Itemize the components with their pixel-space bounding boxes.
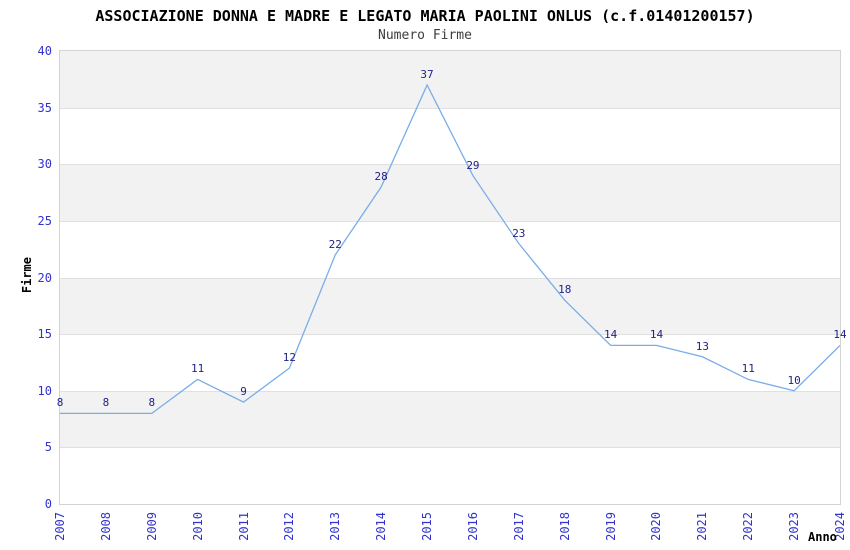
x-tick-label: 2008 [98,512,113,541]
x-tick-label: 2020 [649,512,664,541]
gridline [60,447,840,449]
grid-band [60,107,840,165]
grid-band [60,447,840,504]
grid-band [60,390,840,448]
x-tick-label: 2022 [741,512,756,541]
data-label: 37 [420,67,434,81]
gridline [60,220,840,222]
y-axis-title: Firme [20,257,34,294]
x-tick-label: 2021 [695,512,710,541]
data-label: 10 [787,373,801,387]
x-tick-label: 2015 [420,512,435,541]
x-tick-label: 2016 [465,512,480,541]
grid-band [60,51,840,108]
x-tick-label: 2010 [190,512,205,541]
x-axis-title: Anno [808,530,837,544]
data-label: 29 [466,158,480,172]
y-tick-label: 15 [37,327,52,342]
data-label: 11 [741,362,755,376]
grid-band [60,334,840,391]
x-tick-label: 2012 [282,512,297,541]
y-tick-label: 0 [44,497,52,511]
y-tick-label: 40 [37,44,52,58]
line-series-svg [60,83,840,415]
line-series [60,83,840,415]
data-label: 9 [240,385,247,399]
data-label: 22 [328,237,342,251]
plot-area [59,50,841,505]
y-tick-label: 25 [37,213,52,228]
y-tick-label: 35 [37,100,52,115]
x-tick-label: 2017 [511,512,526,541]
grid-band [60,164,840,221]
gridline [60,390,840,392]
data-label: 8 [56,396,64,410]
x-tick-label: 2019 [603,512,618,541]
y-tick-label: 10 [37,383,52,398]
data-label: 14 [649,328,664,342]
data-label: 14 [833,328,847,342]
x-tick-label: 2011 [236,512,251,541]
grid-band [60,220,840,278]
x-tick-label: 2018 [557,512,572,541]
chart-subtitle: Numero Firme [378,28,472,43]
data-label: 8 [102,396,110,410]
x-tick-label: 2023 [787,512,802,541]
y-tick-label: 5 [44,440,52,455]
data-label: 14 [603,328,618,342]
data-label: 11 [191,362,205,376]
y-tick-label: 30 [37,157,52,172]
x-tick-label: 2009 [144,512,159,541]
data-label: 13 [695,339,709,353]
grid-band [60,277,840,335]
gridline [60,164,840,166]
data-label: 12 [282,351,297,365]
data-label: 28 [374,169,388,183]
data-label: 23 [512,226,526,240]
x-tick-label: 2013 [328,512,343,541]
gridline [60,107,840,109]
chart-title: ASSOCIAZIONE DONNA E MADRE E LEGATO MARI… [95,7,755,25]
y-tick-label: 20 [37,270,52,285]
data-label: 8 [148,396,156,410]
x-tick-label: 2014 [374,512,389,541]
x-tick-label: 2007 [53,512,67,541]
gridline [60,277,840,279]
data-label: 18 [558,283,572,297]
gridline [60,334,840,336]
